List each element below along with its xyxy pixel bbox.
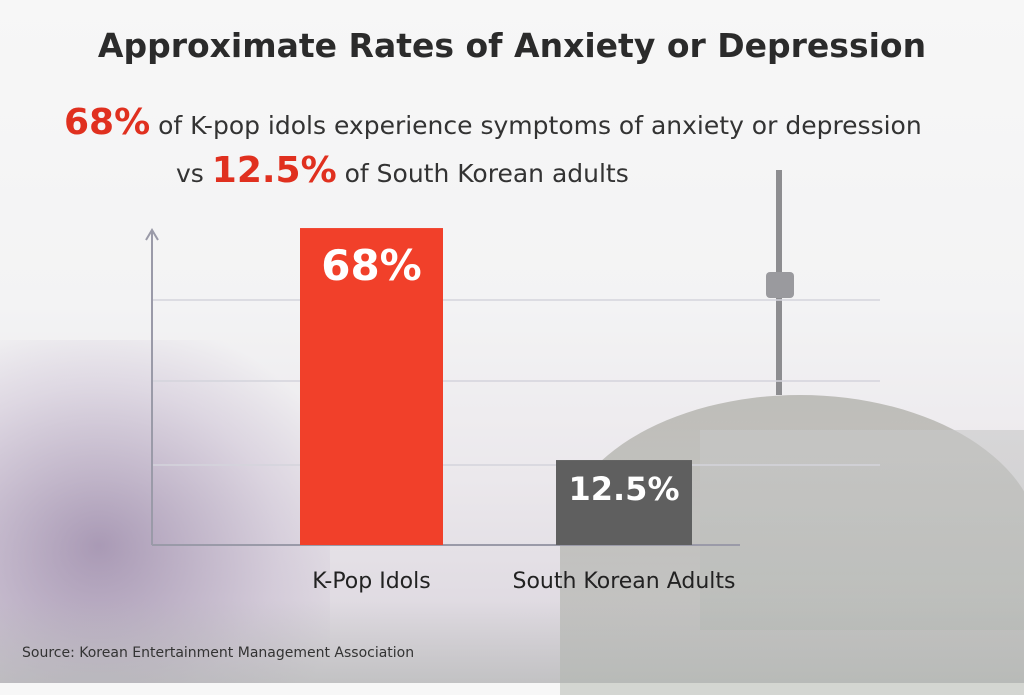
subtitle-line-2-prefix: vs [176, 159, 212, 188]
subtitle-line-1-text: of K-pop idols experience symptoms of an… [150, 111, 922, 140]
subtitle-line-1: 68% of K-pop idols experience symptoms o… [64, 102, 922, 143]
data-label: 68% [321, 241, 422, 290]
bar-idols [300, 228, 443, 545]
subtitle-line-2: vs 12.5% of South Korean adults [176, 150, 629, 191]
bar-adults [556, 460, 692, 545]
y-axis-arrow-icon [145, 228, 159, 241]
source-note: Source: Korean Entertainment Management … [22, 645, 415, 661]
data-label: 12.5% [568, 470, 679, 508]
chart-title: Approximate Rates of Anxiety or Depressi… [97, 26, 927, 65]
city-background [700, 430, 1024, 630]
category-label: South Korean Adults [512, 569, 735, 594]
tower-pod-illustration [766, 272, 794, 298]
subtitle-line-2-text: of South Korean adults [336, 159, 629, 188]
category-label: K-Pop Idols [312, 569, 430, 594]
trees-background [0, 600, 1024, 683]
idols-highlight: 68% [64, 102, 151, 143]
adults-highlight: 12.5% [211, 150, 337, 191]
